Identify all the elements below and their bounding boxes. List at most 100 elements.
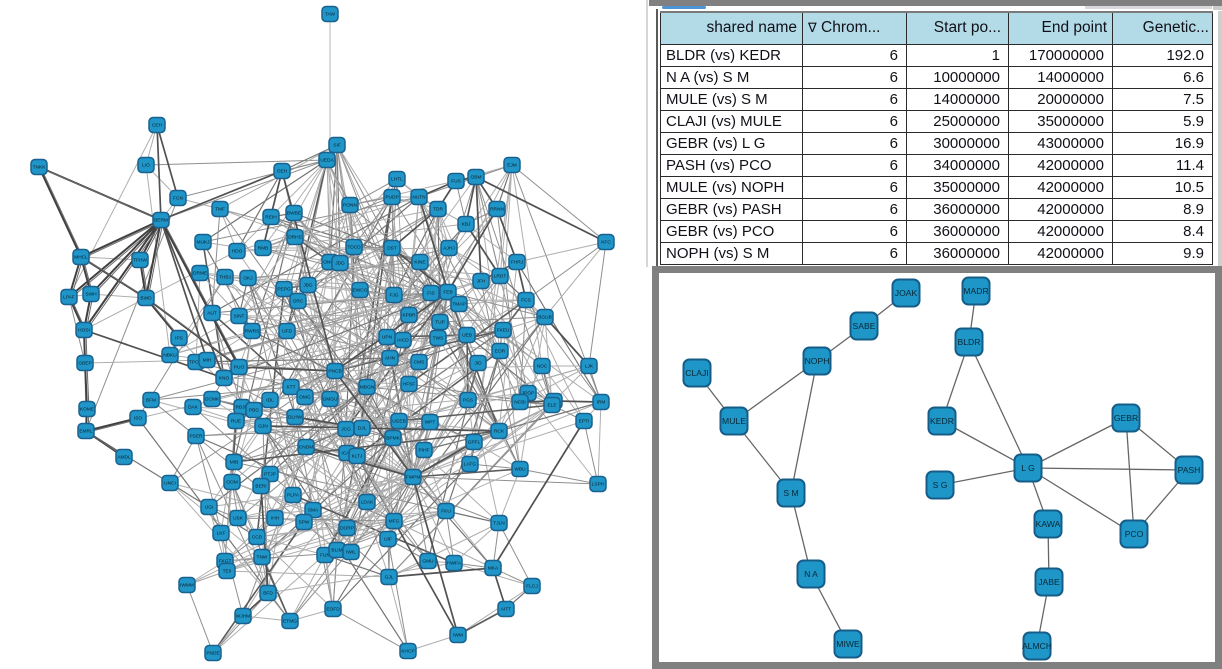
svg-text:PSER: PSER [189,434,203,440]
svg-text:FUS: FUS [451,179,461,185]
svg-text:GJL: GJL [385,575,394,581]
svg-text:L G: L G [1021,463,1035,473]
svg-text:UFD: UFD [282,329,292,335]
svg-text:JOAK: JOAK [895,288,918,298]
svg-text:PTJP: PTJP [264,472,276,478]
svg-text:JCG: JCG [341,427,351,433]
svg-text:IACD: IACD [397,338,409,344]
svg-text:MULE: MULE [722,416,746,426]
svg-text:AUT: AUT [207,311,217,317]
svg-text:TEII: TEII [223,569,232,575]
svg-text:FUN: FUN [320,553,330,559]
svg-text:SIF: SIF [333,143,341,149]
svg-text:WBU: WBU [514,467,526,473]
svg-text:GMGU: GMGU [323,397,338,403]
svg-text:PONN: PONN [343,203,357,209]
svg-text:AMDL: AMDL [117,455,131,461]
svg-text:DAK: DAK [188,405,199,411]
svg-text:TAW: TAW [325,12,336,18]
svg-text:LHTL: LHTL [391,177,403,183]
svg-text:SPW: SPW [299,520,310,526]
svg-text:THBJ: THBJ [219,275,232,281]
svg-text:NOC: NOC [537,364,548,370]
svg-text:FHRJ: FHRJ [511,260,524,266]
svg-text:KPBR: KPBR [402,313,416,319]
svg-text:JBG: JBG [303,283,313,289]
svg-text:FEB: FEB [443,290,452,296]
svg-text:IRM: IRM [597,400,606,406]
svg-text:MIH: MIH [203,358,212,364]
svg-text:NUTN: NUTN [412,195,426,201]
svg-text:EOR: EOR [495,349,506,355]
svg-text:TFHW: TFHW [133,258,147,264]
svg-text:RWRS: RWRS [245,329,260,335]
svg-text:DORP: DORP [340,526,354,532]
svg-text:IWM: IWM [453,633,463,639]
svg-text:EWCO: EWCO [353,288,368,294]
svg-text:FWPM: FWPM [406,475,421,481]
svg-text:PUO: PUO [234,365,245,371]
svg-text:OBM: OBM [471,175,482,181]
svg-text:PLPA: PLPA [287,493,300,499]
svg-text:REIH: REIH [265,215,277,221]
svg-text:HWFA: HWFA [447,561,462,567]
svg-text:TMAP: TMAP [452,302,465,308]
svg-text:PNCB: PNCB [328,369,341,375]
svg-text:KNO: KNO [219,376,230,382]
svg-text:NBKU: NBKU [163,353,177,359]
svg-text:KTT: KTT [286,385,295,391]
svg-text:TDR: TDR [433,207,443,213]
svg-text:RCK: RCK [494,429,505,435]
svg-text:TDCD: TDCD [347,245,361,251]
svg-text:OOM: OOM [226,480,237,486]
svg-text:BLDR: BLDR [958,337,981,347]
svg-text:JABE: JABE [1038,577,1060,587]
svg-text:PASH: PASH [1178,465,1201,475]
svg-text:JFH: JFH [477,279,486,285]
svg-text:SINT: SINT [234,314,245,320]
svg-text:PEPG: PEPG [277,287,291,293]
svg-text:PNDE: PNDE [206,651,219,657]
svg-text:ORME: ORME [193,271,207,277]
svg-text:BFM: BFM [146,398,156,404]
svg-text:WPT: WPT [425,420,436,426]
svg-text:LRDT: LRDT [494,274,507,280]
svg-text:EPTI: EPTI [579,419,590,425]
svg-text:BERI: BERI [255,484,266,490]
svg-text:DLHW: DLHW [288,415,303,421]
svg-text:MFG: MFG [389,519,400,525]
svg-text:UIF: UIF [384,537,392,543]
svg-text:PBG: PBG [249,408,259,414]
svg-text:FKU: FKU [441,509,451,515]
svg-text:PIHF: PIHF [419,448,430,454]
svg-text:CCD: CCD [252,535,263,541]
svg-text:LJK: LJK [585,364,594,370]
svg-text:CLAJI: CLAJI [685,368,708,378]
svg-text:GPFL: GPFL [468,440,481,446]
svg-text:SABE: SABE [853,321,876,331]
svg-text:FLCJ: FLCJ [526,584,538,590]
svg-text:TNKK: TNKK [33,165,47,171]
svg-text:OEH: OEH [277,169,288,175]
svg-text:IWMM: IWMM [180,583,194,589]
svg-text:FCS: FCS [521,298,531,304]
svg-text:ISO: ISO [134,416,143,422]
svg-text:FIS: FIS [427,291,434,297]
svg-text:UGI: UGI [205,505,214,511]
svg-text:KAWA: KAWA [1036,519,1061,529]
svg-text:BWBE: BWBE [287,211,301,217]
svg-text:PGS: PGS [463,398,473,404]
svg-text:AITT: AITT [501,607,511,613]
svg-text:MKA: MKA [488,566,499,572]
svg-text:LSPH: LSPH [592,482,605,488]
svg-text:GMU: GMU [422,559,434,565]
svg-text:TNW: TNW [257,555,268,561]
svg-text:HOSI: HOSI [78,328,90,334]
svg-text:TPCW: TPCW [189,360,204,366]
svg-text:MIWE: MIWE [836,639,860,649]
svg-text:FKGT: FKGT [219,559,232,565]
svg-text:NCBI: NCBI [514,400,525,406]
svg-text:TUP: TUP [435,320,445,326]
svg-text:FJG: FJG [389,293,398,299]
svg-text:GJN: GJN [258,424,268,430]
